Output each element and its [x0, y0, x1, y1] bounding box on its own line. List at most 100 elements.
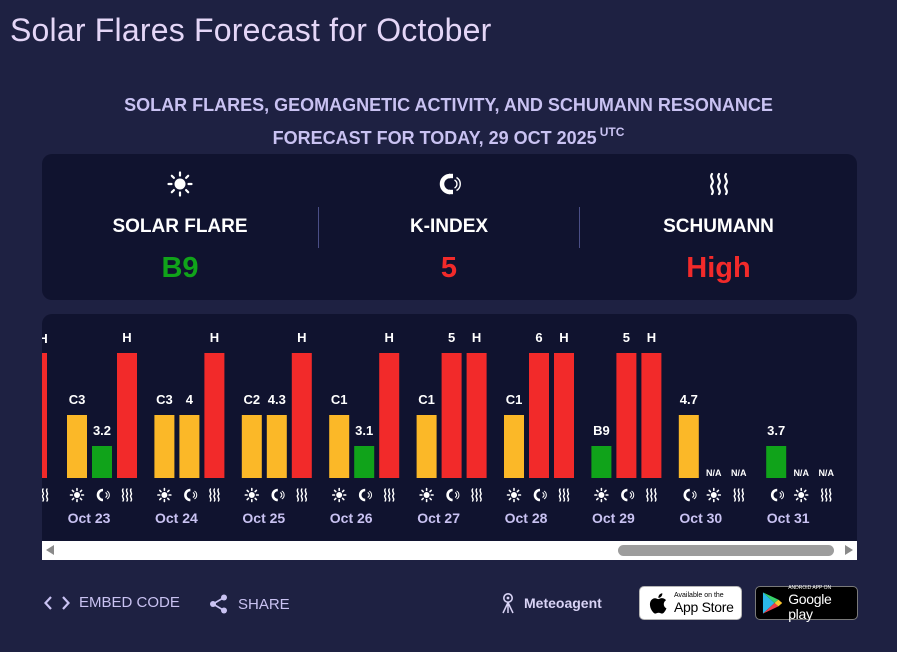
solar-flare-value: B9	[161, 252, 199, 284]
subtitle-timezone: UTC	[599, 125, 625, 139]
magnet-icon	[533, 488, 547, 502]
meteoagent-brand-link[interactable]: Meteoagent	[500, 592, 602, 614]
google-play-big-text: Google play	[788, 591, 832, 622]
solar-flare-label: SOLAR FLARE	[112, 216, 248, 237]
google-play-small-text: ANDROID APP ON	[788, 585, 832, 591]
chart-date-label: Oct 25	[242, 510, 285, 526]
chart-bar-label: N/A	[731, 468, 747, 478]
sun-icon	[331, 487, 347, 503]
magnet-icon	[358, 488, 373, 502]
chart-bar	[266, 415, 287, 478]
summary-schumann: SCHUMANN High	[580, 154, 857, 300]
chart-bar-label: 3.1	[355, 423, 373, 438]
chart-bar	[466, 353, 487, 478]
code-brackets-icon	[44, 595, 70, 610]
subtitle-line-1: SOLAR FLARES, GEOMAGNETIC ACTIVITY, AND …	[124, 95, 773, 115]
app-store-badge[interactable]: Available on the App Store	[639, 586, 742, 620]
magnet-icon	[446, 488, 460, 502]
waves-icon	[471, 488, 482, 502]
sun-icon	[42, 170, 318, 198]
chart-bar-label: N/A	[706, 468, 722, 478]
waves-icon	[646, 488, 657, 502]
chart-bar	[204, 353, 225, 478]
chart-bar	[241, 415, 262, 478]
app-store-small-text: Available on the	[674, 591, 724, 599]
chart-bar	[92, 446, 112, 478]
k-index-label: K-INDEX	[409, 216, 489, 237]
chart-bar-label: H	[122, 330, 131, 345]
subtitle-line-2: FORECAST FOR TODAY, 29 OCT 2025 UTC	[40, 119, 857, 152]
chart-bar-label: B9	[593, 423, 610, 438]
chart-date-label: Oct 31	[767, 510, 810, 526]
chart-bar-partial	[42, 353, 47, 478]
sun-icon	[706, 487, 722, 503]
magnet-icon	[621, 488, 635, 502]
chart-bar-label: 5	[623, 330, 630, 345]
share-button[interactable]: SHARE	[209, 594, 290, 614]
chart-bar-label: 6	[535, 330, 542, 345]
chart-bar-label: C1	[418, 392, 435, 407]
waves-icon	[209, 488, 220, 502]
sun-icon	[793, 487, 809, 503]
forecast-subtitle: SOLAR FLARES, GEOMAGNETIC ACTIVITY, AND …	[40, 92, 857, 152]
chart-bar	[591, 446, 612, 478]
magnet-icon	[683, 488, 697, 502]
sun-icon	[69, 487, 85, 503]
schumann-value: High	[686, 252, 751, 284]
chart-bar-label: 4	[186, 392, 194, 407]
page-title: Solar Flares Forecast for October	[10, 12, 492, 48]
chart-bar	[441, 353, 462, 478]
chart-bar	[616, 353, 637, 478]
embed-code-button[interactable]: EMBED CODE	[44, 594, 180, 611]
chart-bar-label-partial: H	[42, 331, 48, 346]
chart-bar-label: 3.2	[93, 423, 111, 438]
share-label: SHARE	[238, 595, 290, 613]
scrollbar-thumb[interactable]	[618, 545, 834, 556]
chart-bar	[554, 353, 574, 478]
chart-bar-label: 4.3	[268, 392, 286, 407]
scroll-right-arrow-icon[interactable]	[845, 545, 853, 555]
summary-divider	[318, 207, 319, 248]
chart-bar-label: C1	[506, 392, 523, 407]
chart-bar	[329, 415, 350, 478]
chart-bar	[354, 446, 375, 478]
waves-icon	[580, 170, 857, 198]
chart-bar-label: H	[647, 330, 656, 345]
google-play-badge[interactable]: ANDROID APP ON Google play	[755, 585, 858, 622]
sun-icon	[506, 487, 522, 503]
chart-bar	[529, 353, 549, 478]
k-index-value: 5	[440, 252, 458, 284]
waves-icon	[121, 488, 133, 502]
waves-icon	[733, 488, 745, 502]
chart-date-label: Oct 27	[417, 510, 460, 526]
meteoagent-logo-icon	[502, 593, 514, 614]
chart-bar	[179, 415, 200, 478]
magnet-icon	[184, 488, 198, 502]
scroll-left-arrow-icon[interactable]	[46, 545, 54, 555]
waves-icon	[383, 488, 395, 502]
share-icon	[210, 594, 227, 614]
sun-icon	[419, 487, 434, 503]
schumann-label: SCHUMANN	[663, 216, 774, 237]
daily-forecast-timeline[interactable]: H C3 3.2 H Oct 23 C3 4 H Oct 24 C2 4.3 H Oct 25 C1 3.1…	[42, 314, 857, 560]
chart-date-label: Oct 29	[592, 510, 635, 526]
chart-bar-label: H	[559, 330, 568, 345]
subtitle-date: FORECAST FOR TODAY, 29 OCT 2025	[272, 128, 597, 148]
magnet-icon	[319, 170, 579, 198]
chart-bar	[154, 415, 175, 478]
chart-bar-label: N/A	[818, 468, 834, 478]
embed-code-label: EMBED CODE	[79, 594, 180, 611]
chart-bar-label: C3	[156, 392, 173, 407]
waves-icon	[820, 488, 832, 502]
chart-bar	[504, 415, 524, 478]
timeline-scrollbar[interactable]	[42, 541, 857, 560]
chart-bar	[67, 415, 87, 478]
chart-bar-label: N/A	[793, 468, 809, 478]
chart-bar	[291, 353, 312, 478]
chart-bar-label: H	[210, 330, 219, 345]
chart-date-label: Oct 30	[679, 510, 722, 526]
chart-bar	[678, 415, 699, 478]
chart-bar-label: 3.7	[767, 423, 785, 438]
summary-divider	[579, 207, 580, 248]
waves-icon	[296, 488, 308, 502]
